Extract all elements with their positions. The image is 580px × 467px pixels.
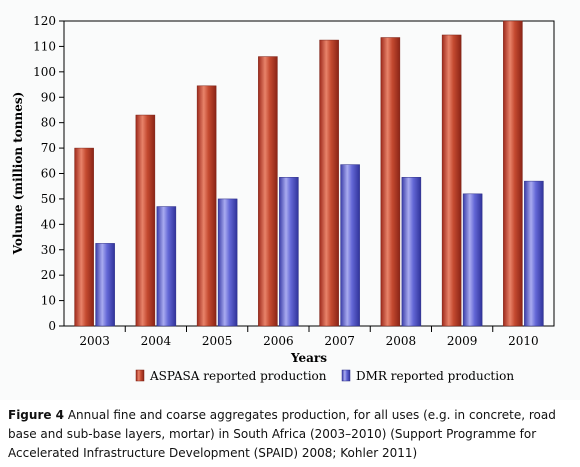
x-tick-label: 2007 (324, 334, 355, 348)
bar-aspasa-2008 (380, 37, 401, 327)
legend-label-aspasa: ASPASA reported production (149, 369, 327, 383)
legend-label-dmr: DMR reported production (356, 369, 514, 383)
y-tick-label: 30 (41, 243, 56, 257)
x-tick-label: 2010 (508, 334, 539, 348)
caption-text: Annual fine and coarse aggregates produc… (8, 408, 556, 460)
bar-dmr-2009 (462, 193, 483, 327)
y-tick-label: 70 (41, 141, 56, 155)
bar-aspasa-2006 (258, 56, 278, 327)
y-tick-label: 0 (48, 319, 56, 333)
bar-dmr-2010 (524, 180, 544, 327)
bar-dmr-2005 (217, 198, 238, 327)
legend: ASPASA reported production DMR reported p… (135, 369, 514, 383)
x-tick-label: 2004 (141, 334, 172, 348)
y-tick-label: 10 (41, 294, 56, 308)
y-tick-label: 100 (33, 65, 56, 79)
bar-aspasa-2003 (74, 147, 94, 327)
x-axis-title: Years (290, 351, 327, 365)
y-tick-label: 120 (33, 14, 56, 28)
y-tick-label: 90 (41, 90, 56, 104)
y-axis-title: Volume (million tonnes) (11, 92, 25, 256)
y-tick-label: 50 (41, 192, 56, 206)
x-tick-label: 2006 (263, 334, 294, 348)
x-tick-label: 2009 (447, 334, 478, 348)
chart-frame: 0 10 20 30 40 50 60 70 80 90 100 110 120 2003 2004 2005… (11, 14, 555, 383)
bar-dmr-2007 (340, 164, 360, 327)
bar-aspasa-2010 (503, 20, 523, 327)
legend-swatch-dmr (341, 369, 351, 382)
x-tick-label: 2005 (202, 334, 233, 348)
y-tick-label: 110 (33, 39, 56, 53)
caption-label: Figure 4 (8, 408, 65, 422)
bar-aspasa-2007 (319, 39, 339, 327)
x-tick-label: 2003 (79, 334, 110, 348)
bar-dmr-2008 (401, 177, 422, 327)
figure-caption: Figure 4 Annual fine and coarse aggregat… (8, 406, 574, 463)
bar-aspasa-2004 (135, 114, 156, 327)
bar-dmr-2003 (95, 243, 115, 327)
y-tick-label: 80 (41, 116, 56, 130)
y-tick-label: 20 (41, 268, 56, 282)
legend-swatch-aspasa (135, 369, 145, 382)
bar-aspasa-2005 (196, 85, 217, 327)
bar-aspasa-2009 (441, 34, 462, 327)
y-tick-label: 60 (41, 167, 56, 181)
y-tick-label: 40 (41, 217, 56, 231)
bar-dmr-2004 (156, 206, 177, 327)
bar-chart: 0 10 20 30 40 50 60 70 80 90 100 110 120 2003 2004 2005… (11, 14, 555, 383)
bar-dmr-2006 (279, 177, 299, 327)
x-tick-label: 2008 (386, 334, 417, 348)
